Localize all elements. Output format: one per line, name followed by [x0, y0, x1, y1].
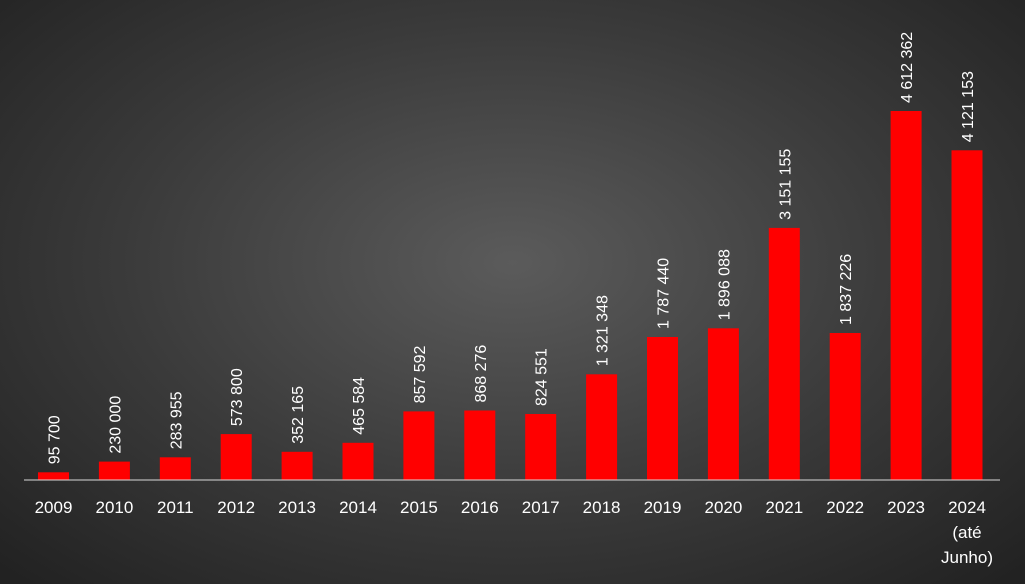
x-tick-label-1: 2010	[95, 498, 133, 517]
data-labels-group: 95 700 230 000 283 955 573 800 352 165 465 58…	[47, 32, 978, 465]
x-tick-label-11: 2020	[704, 498, 742, 517]
data-label-10: 1 787 440	[656, 258, 673, 329]
bar-13	[829, 333, 861, 480]
bar-11	[707, 328, 739, 480]
x-tick-label-2: 2011	[157, 498, 194, 517]
x-tick-label-12: 2021	[765, 498, 803, 517]
bar-4	[281, 451, 313, 480]
x-tick-labels-group: 2009 2010 2011 2012 2013 2014 2015 2016 2017 2018…	[35, 498, 993, 567]
x-tick-label-9: 2018	[583, 498, 621, 517]
data-label-12: 3 151 155	[777, 149, 794, 220]
data-label-3: 573 800	[229, 368, 246, 426]
bar-12	[768, 227, 800, 480]
data-label-9: 1 321 348	[595, 295, 612, 366]
data-label-2: 283 955	[168, 391, 185, 449]
bar-1	[98, 461, 130, 480]
x-tick-label-4: 2013	[278, 498, 316, 517]
x-tick-label-7: 2016	[461, 498, 499, 517]
bar-10	[647, 337, 678, 480]
bar-8	[525, 414, 557, 480]
bar-14	[890, 111, 922, 480]
bar-7	[464, 410, 496, 480]
x-tick-label-15: 2024 (até Junho)	[941, 498, 993, 567]
bar-9	[586, 374, 618, 480]
x-tick-label-3: 2012	[217, 498, 255, 517]
data-label-7: 868 276	[473, 345, 490, 403]
data-label-1: 230 000	[107, 396, 124, 454]
data-label-15: 4 121 153	[960, 71, 977, 142]
bars-group	[38, 111, 983, 481]
data-label-5: 465 584	[351, 377, 368, 435]
x-tick-label-10: 2019	[644, 498, 682, 517]
bar-3	[220, 434, 252, 480]
data-label-11: 1 896 088	[716, 249, 733, 320]
x-tick-label-14: 2023	[887, 498, 925, 517]
data-label-6: 857 592	[412, 345, 429, 403]
data-label-4: 352 165	[290, 386, 307, 444]
bar-5	[342, 442, 374, 480]
data-label-14: 4 612 362	[899, 32, 916, 103]
x-tick-label-6: 2015	[400, 498, 438, 517]
data-label-13: 1 837 226	[838, 254, 855, 325]
bar-15	[951, 150, 983, 481]
bar-6	[403, 411, 435, 480]
bar-0	[38, 472, 69, 480]
data-label-8: 824 551	[534, 348, 551, 406]
x-tick-label-13: 2022	[826, 498, 864, 517]
data-label-0: 95 700	[47, 415, 64, 464]
x-tick-label-8: 2017	[522, 498, 560, 517]
x-tick-label-0: 2009	[35, 498, 73, 517]
bar-2	[159, 457, 191, 480]
x-tick-label-5: 2014	[339, 498, 377, 517]
